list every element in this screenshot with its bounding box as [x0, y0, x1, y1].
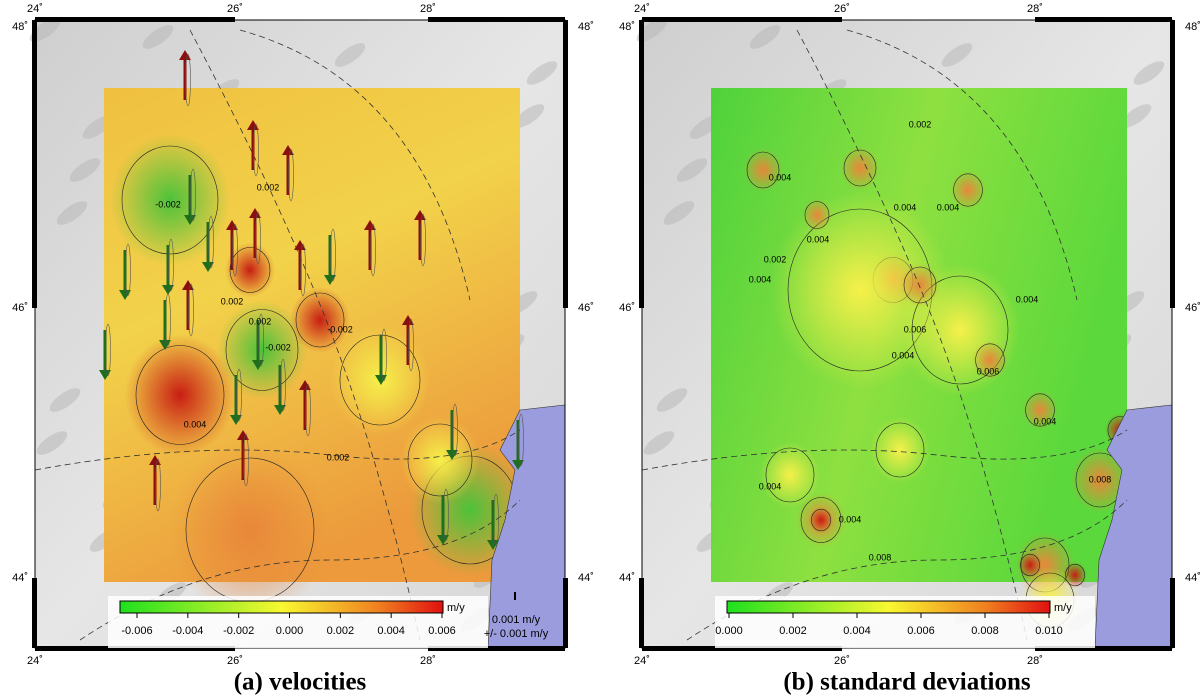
frame-bar [32, 578, 37, 648]
field-anomaly [125, 335, 235, 456]
contour-label: 0.006 [904, 324, 927, 334]
field-anomaly [809, 507, 833, 533]
lon-label: 24˚ [634, 3, 650, 15]
contour-label: 0.002 [764, 254, 787, 264]
lon-label: 26˚ [227, 3, 243, 15]
contour-label: 0.008 [869, 552, 892, 562]
frame-bar [563, 578, 568, 648]
lat-label: 44˚ [12, 572, 28, 584]
contour-label: 0.004 [184, 419, 207, 429]
lon-label: 24˚ [634, 655, 650, 667]
field-anomaly [802, 199, 832, 232]
field-anomaly [170, 442, 330, 618]
lat-label: 44˚ [578, 572, 594, 584]
frame-bar [32, 20, 37, 308]
field-anomaly [900, 263, 940, 307]
contour-label: 0.004 [769, 172, 792, 182]
lat-label: 44˚ [619, 572, 635, 584]
contour-label: 0.002 [249, 316, 272, 326]
frame-bar [639, 578, 644, 648]
frame-bar [1170, 578, 1175, 648]
lon-label: 26˚ [834, 3, 850, 15]
colorbar-label: 0.008 [971, 625, 999, 637]
contour-label: 0.004 [892, 350, 915, 360]
frame-bar [428, 17, 565, 22]
contour-label: 0.004 [894, 202, 917, 212]
contour-label: 0.004 [1016, 294, 1039, 304]
contour-label: -0.002 [155, 199, 181, 209]
colorbar-label: 0.000 [715, 625, 743, 637]
field-anomaly [760, 442, 820, 508]
contour-label: 0.004 [749, 274, 772, 284]
colorbar-unit: m/y [1054, 602, 1072, 614]
lat-label: 48˚ [619, 21, 635, 33]
lon-label: 26˚ [227, 655, 243, 667]
lat-label: 48˚ [12, 21, 28, 33]
colorbar-label: 0.004 [377, 625, 405, 637]
contour-label: -0.002 [327, 324, 353, 334]
lon-label: 28˚ [420, 655, 436, 667]
lon-label: 28˚ [1027, 3, 1043, 15]
contour-label: 0.004 [759, 481, 782, 491]
lon-label: 28˚ [1027, 655, 1043, 667]
contour-label: 0.002 [257, 182, 280, 192]
colorbar-unit: m/y [447, 602, 465, 614]
colorbar-label: 0.002 [779, 625, 807, 637]
colorbar-label: 0.006 [428, 625, 456, 637]
field-anomaly [743, 148, 783, 192]
colorbar-label: 0.002 [327, 625, 355, 637]
frame-bar [563, 20, 568, 308]
lat-label: 46˚ [578, 302, 594, 314]
contour-label: 0.008 [1089, 474, 1112, 484]
colorbar-label: 0.004 [843, 625, 871, 637]
map-panel: 0.002 0.004 0.004 0.004 0.004 0.006 0.004 0.006… [619, 3, 1200, 696]
frame-bar [639, 20, 644, 308]
lon-label: 28˚ [420, 3, 436, 15]
colorbar-label: 0.000 [276, 625, 304, 637]
field-anomaly [870, 417, 930, 483]
contour-label: 0.004 [839, 514, 862, 524]
lat-label: 48˚ [1185, 21, 1200, 33]
contour-label: 0.004 [1034, 416, 1057, 426]
frame-bar [642, 17, 842, 22]
colorbar-label: -0.006 [121, 625, 152, 637]
figure: -0.002 0.002 0.004 0.002 -0.002 0.002 -0.002 0.… [0, 0, 1200, 699]
lat-label: 46˚ [1185, 302, 1200, 314]
colorbar [120, 601, 443, 613]
contour-label: 0.004 [807, 234, 830, 244]
legend-text: +/- 0.001 m/y [484, 628, 549, 640]
frame-bar [1035, 17, 1172, 22]
field-anomaly [290, 287, 350, 353]
map-panel: -0.002 0.002 0.004 0.002 -0.002 0.002 -0.002 0.… [12, 3, 594, 696]
frame-bar [1170, 20, 1175, 308]
colorbar-label: -0.002 [223, 625, 254, 637]
field-anomaly [400, 416, 480, 504]
lat-label: 46˚ [12, 302, 28, 314]
lon-label: 24˚ [27, 655, 43, 667]
lat-label: 46˚ [619, 302, 635, 314]
caption: (b) standard deviations [783, 669, 1031, 696]
contour-label: 0.006 [977, 366, 1000, 376]
contour-label: -0.002 [265, 342, 291, 352]
lon-label: 24˚ [27, 3, 43, 15]
lat-label: 44˚ [1185, 572, 1200, 584]
legend-text: 0.001 m/y [492, 614, 541, 626]
colorbar-label: -0.004 [172, 625, 203, 637]
lon-label: 26˚ [834, 655, 850, 667]
contour-label: 0.002 [909, 119, 932, 129]
contour-label: 0.004 [937, 202, 960, 212]
colorbar-label: 0.010 [1035, 625, 1063, 637]
lat-label: 48˚ [578, 21, 594, 33]
contour-label: 0.002 [327, 452, 350, 462]
frame-bar [35, 17, 235, 22]
colorbar [727, 601, 1050, 613]
caption: (a) velocities [234, 669, 367, 696]
colorbar-label: 0.006 [907, 625, 935, 637]
contour-label: 0.002 [221, 296, 244, 306]
